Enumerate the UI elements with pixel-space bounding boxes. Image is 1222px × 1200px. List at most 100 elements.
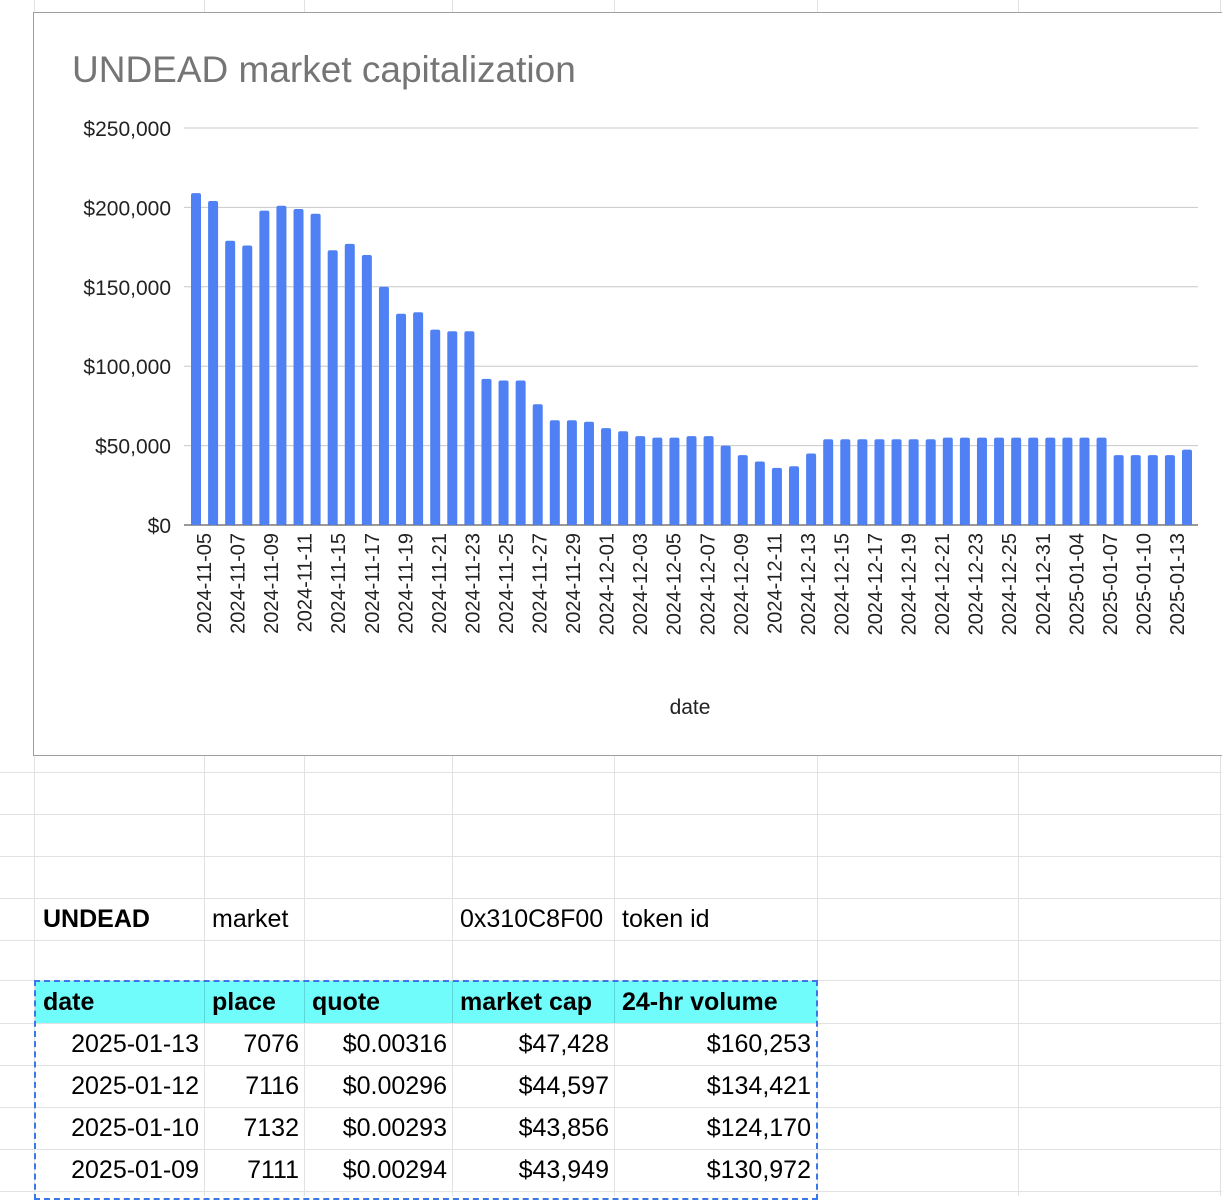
column-header-date[interactable]: date (43, 988, 95, 1016)
volume-cell[interactable]: $124,170 (706, 1114, 811, 1142)
market-cap-cell[interactable]: $43,856 (518, 1114, 609, 1142)
quote-cell[interactable]: $0.00296 (342, 1072, 447, 1100)
bar (1182, 449, 1192, 525)
bar (344, 243, 355, 525)
x-tick-label: 2024-11-25 (496, 533, 518, 634)
grid-row-line (0, 856, 1222, 857)
place-cell[interactable]: 7076 (243, 1030, 299, 1058)
bar (1164, 455, 1175, 525)
column-header-24hr-volume[interactable]: 24-hr volume (622, 988, 778, 1016)
bar (532, 404, 543, 525)
bar (413, 312, 424, 525)
x-tick-label: 2024-11-17 (362, 533, 384, 634)
x-tick-label: 2024-12-07 (697, 533, 719, 635)
bar (1096, 437, 1107, 525)
volume-cell[interactable]: $130,972 (706, 1156, 811, 1184)
chart-title: UNDEAD market capitalization (72, 49, 576, 90)
market-cap-cell[interactable]: $44,597 (518, 1072, 609, 1100)
header-separator (614, 981, 615, 1023)
quote-cell[interactable]: $0.00316 (342, 1030, 447, 1058)
grid-row-line (0, 1149, 1222, 1150)
header-separator (204, 981, 205, 1023)
date-cell[interactable]: 2025-01-12 (71, 1072, 199, 1100)
place-cell[interactable]: 7111 (247, 1156, 299, 1184)
bar (994, 437, 1005, 525)
bar (823, 439, 834, 525)
x-tick-label: 2024-11-07 (228, 533, 250, 634)
x-tick-label: 2025-01-13 (1167, 533, 1189, 635)
column-header-market-cap[interactable]: market cap (460, 988, 593, 1016)
quote-cell[interactable]: $0.00293 (342, 1114, 447, 1142)
y-tick-label: $50,000 (95, 436, 171, 459)
bar (652, 437, 663, 525)
date-cell[interactable]: 2025-01-13 (71, 1030, 199, 1058)
x-tick-label: 2024-11-11 (295, 533, 317, 632)
x-tick-label: 2024-11-09 (261, 533, 283, 634)
bar (720, 445, 731, 525)
column-header-place[interactable]: place (212, 988, 276, 1016)
bar (771, 467, 782, 525)
bar (276, 205, 287, 525)
bar (754, 461, 765, 525)
bar (601, 428, 612, 525)
x-tick-label: 2024-11-27 (530, 533, 552, 634)
date-cell[interactable]: 2025-01-10 (71, 1114, 199, 1142)
bar (1113, 455, 1124, 525)
x-tick-label: 2024-12-09 (731, 533, 753, 635)
bar (1028, 437, 1039, 525)
x-tick-label: 2024-12-17 (865, 533, 887, 635)
x-tick-label: 2024-11-19 (395, 533, 417, 634)
x-tick-label: 2024-11-15 (328, 533, 350, 634)
bar (310, 213, 321, 525)
volume-cell[interactable]: $134,421 (706, 1072, 811, 1100)
bar (378, 286, 389, 525)
bar (737, 455, 748, 525)
bar (549, 420, 560, 525)
token-name-cell[interactable]: UNDEAD (43, 905, 150, 933)
bar (583, 421, 594, 525)
bar (703, 436, 714, 525)
quote-cell[interactable]: $0.00294 (342, 1156, 447, 1184)
bar (840, 439, 851, 525)
y-tick-label: $150,000 (83, 277, 171, 300)
bar (293, 208, 304, 525)
bar (1062, 437, 1073, 525)
grid-row-line (0, 772, 1222, 773)
bar (361, 255, 372, 526)
y-tick-label: $200,000 (83, 197, 171, 220)
bar (1011, 437, 1022, 525)
bar (396, 313, 407, 525)
grid-row-line (0, 898, 1222, 899)
market-label-cell[interactable]: market (212, 905, 289, 933)
x-tick-label: 2024-12-21 (932, 533, 954, 635)
bar (208, 201, 219, 525)
x-tick-label: 2024-11-21 (429, 533, 451, 634)
place-cell[interactable]: 7132 (243, 1114, 299, 1142)
grid-row-line (0, 940, 1222, 941)
market-cap-cell[interactable]: $43,949 (518, 1156, 609, 1184)
x-tick-label: 2024-12-19 (899, 533, 921, 635)
x-tick-label: 2024-12-03 (630, 533, 652, 635)
y-tick-label: $100,000 (83, 356, 171, 379)
date-cell[interactable]: 2025-01-09 (71, 1156, 199, 1184)
volume-cell[interactable]: $160,253 (706, 1030, 811, 1058)
x-tick-label: 2025-01-04 (1066, 533, 1088, 635)
token-id-label-cell[interactable]: token id (622, 905, 710, 933)
market-cap-cell[interactable]: $47,428 (518, 1030, 609, 1058)
place-cell[interactable]: 7116 (245, 1072, 299, 1100)
bar (481, 378, 492, 525)
x-tick-label: 2024-11-23 (462, 533, 484, 634)
column-header-quote[interactable]: quote (312, 988, 381, 1016)
chart-panel[interactable]: UNDEAD market capitalization $250,000 $20… (33, 12, 1222, 756)
bar (515, 380, 526, 525)
token-address-cell[interactable]: 0x310C8F00 (460, 905, 604, 933)
x-tick-label: 2024-12-15 (831, 533, 853, 635)
bar (686, 436, 697, 525)
bar (806, 453, 817, 525)
bar (242, 245, 253, 525)
grid-row-line (0, 1023, 1222, 1024)
bar (959, 437, 970, 525)
x-axis-title: date (670, 696, 711, 719)
x-tick-label: 2024-12-01 (597, 533, 619, 635)
grid-row-line (0, 1065, 1222, 1066)
